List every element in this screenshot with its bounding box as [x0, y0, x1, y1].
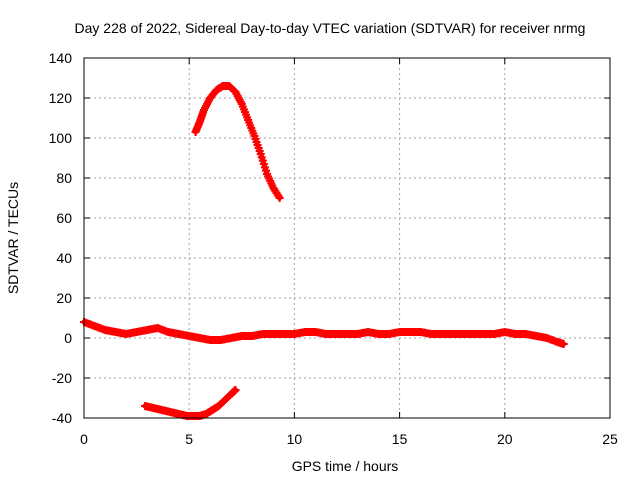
series-main [80, 318, 568, 348]
x-tick-label: 25 [602, 431, 618, 447]
y-tick-label: 140 [49, 50, 73, 66]
series-upper-arc [191, 82, 284, 202]
plot-frame [83, 57, 611, 419]
x-axis-label: GPS time / hours [292, 458, 399, 474]
x-tick-label: 20 [497, 431, 513, 447]
y-tick-label: 60 [56, 210, 72, 226]
y-tick-label: 80 [56, 170, 72, 186]
y-tick-label: 100 [49, 130, 73, 146]
chart-title: Day 228 of 2022, Sidereal Day-to-day VTE… [75, 20, 586, 36]
y-tick-label: 120 [49, 90, 73, 106]
series-lower-arc [141, 386, 240, 420]
x-tick-label: 10 [287, 431, 303, 447]
data-series [80, 82, 568, 420]
y-tick-label: 40 [56, 250, 72, 266]
axis-ticks: -40 -20 0 20 40 60 80 100 120 140 0 5 10 15 20 25 [49, 50, 618, 447]
data-point [275, 194, 284, 202]
y-axis-label: SDTVAR / TECUs [5, 182, 21, 294]
y-tick-label: 20 [56, 290, 72, 306]
x-tick-label: 15 [392, 431, 408, 447]
x-tick-label: 0 [80, 431, 88, 447]
data-point [559, 340, 568, 348]
x-tick-label: 5 [185, 431, 193, 447]
data-point [231, 386, 240, 394]
gridlines [84, 58, 610, 418]
y-tick-label: -20 [52, 370, 72, 386]
y-tick-label: 0 [64, 330, 72, 346]
y-tick-label: -40 [52, 410, 72, 426]
